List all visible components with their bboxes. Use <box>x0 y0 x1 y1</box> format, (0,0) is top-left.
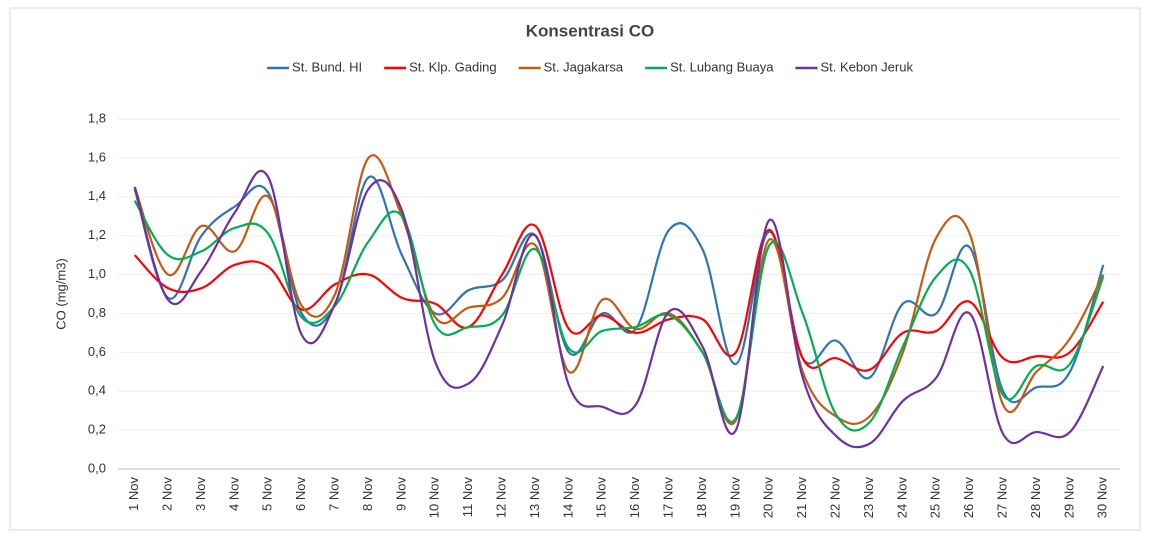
line-series <box>133 223 1105 372</box>
x-tick-label: 7 Nov <box>327 477 342 511</box>
legend-label: St. Jagakarsa <box>544 59 624 74</box>
y-tick-label: 0,2 <box>88 422 106 437</box>
y-axis-label: CO (mg/m3) <box>53 258 68 330</box>
y-tick-label: 0,4 <box>88 383 106 398</box>
x-tick-label: 6 Nov <box>293 477 308 511</box>
x-tick-label: 14 Nov <box>560 477 575 519</box>
y-tick-label: 1,2 <box>88 227 106 242</box>
x-tick-label: 13 Nov <box>527 477 542 519</box>
x-tick-label: 18 Nov <box>694 477 709 519</box>
x-tick-label: 26 Nov <box>961 477 976 519</box>
x-tick-label: 28 Nov <box>1028 477 1043 519</box>
line-series <box>133 200 1105 432</box>
legend-label: St. Klp. Gading <box>409 59 496 74</box>
x-tick-label: 29 Nov <box>1061 477 1076 519</box>
x-tick-label: 16 Nov <box>627 477 642 519</box>
x-tick-label: 24 Nov <box>894 477 909 519</box>
y-tick-label: 1,8 <box>88 110 106 125</box>
y-tick-label: 0,8 <box>88 305 106 320</box>
x-tick-label: 3 Nov <box>193 477 208 511</box>
legend-label: St. Kebon Jeruk <box>820 59 913 74</box>
x-tick-label: 17 Nov <box>661 477 676 519</box>
legend-label: St. Lubang Buaya <box>670 59 774 74</box>
x-tick-label: 21 Nov <box>794 477 809 519</box>
x-tick-label: 23 Nov <box>861 477 876 519</box>
x-tick-label: 4 Nov <box>226 477 241 511</box>
y-tick-label: 0,0 <box>88 460 106 475</box>
x-tick-label: 11 Nov <box>460 477 475 518</box>
x-tick-label: 25 Nov <box>928 477 943 519</box>
x-tick-label: 12 Nov <box>494 477 509 519</box>
x-tick-label: 20 Nov <box>761 477 776 519</box>
chart-title: Konsentrasi CO <box>526 21 654 40</box>
y-tick-label: 1,6 <box>88 149 106 164</box>
y-tick-label: 0,6 <box>88 344 106 359</box>
x-tick-label: 9 Nov <box>393 477 408 511</box>
x-tick-label: 10 Nov <box>427 477 442 519</box>
y-tick-label: 1,4 <box>88 188 106 203</box>
x-tick-label: 22 Nov <box>828 477 843 519</box>
x-tick-label: 19 Nov <box>727 477 742 519</box>
line-series <box>133 154 1105 425</box>
x-tick-label: 15 Nov <box>594 477 609 519</box>
x-tick-label: 5 Nov <box>260 477 275 511</box>
y-tick-label: 1,0 <box>88 266 106 281</box>
chart-frame <box>9 7 1141 531</box>
x-tick-label: 1 Nov <box>126 477 141 511</box>
legend: St. Bund. HI St. Klp. Gading St. Jagakarsa… <box>267 59 913 74</box>
x-tick-label: 2 Nov <box>160 477 175 511</box>
x-tick-label: 30 Nov <box>1095 477 1110 519</box>
x-tick-label: 8 Nov <box>360 477 375 511</box>
x-tick-label: 27 Nov <box>995 477 1010 519</box>
line-series <box>133 169 1105 449</box>
legend-label: St. Bund. HI <box>292 59 362 74</box>
